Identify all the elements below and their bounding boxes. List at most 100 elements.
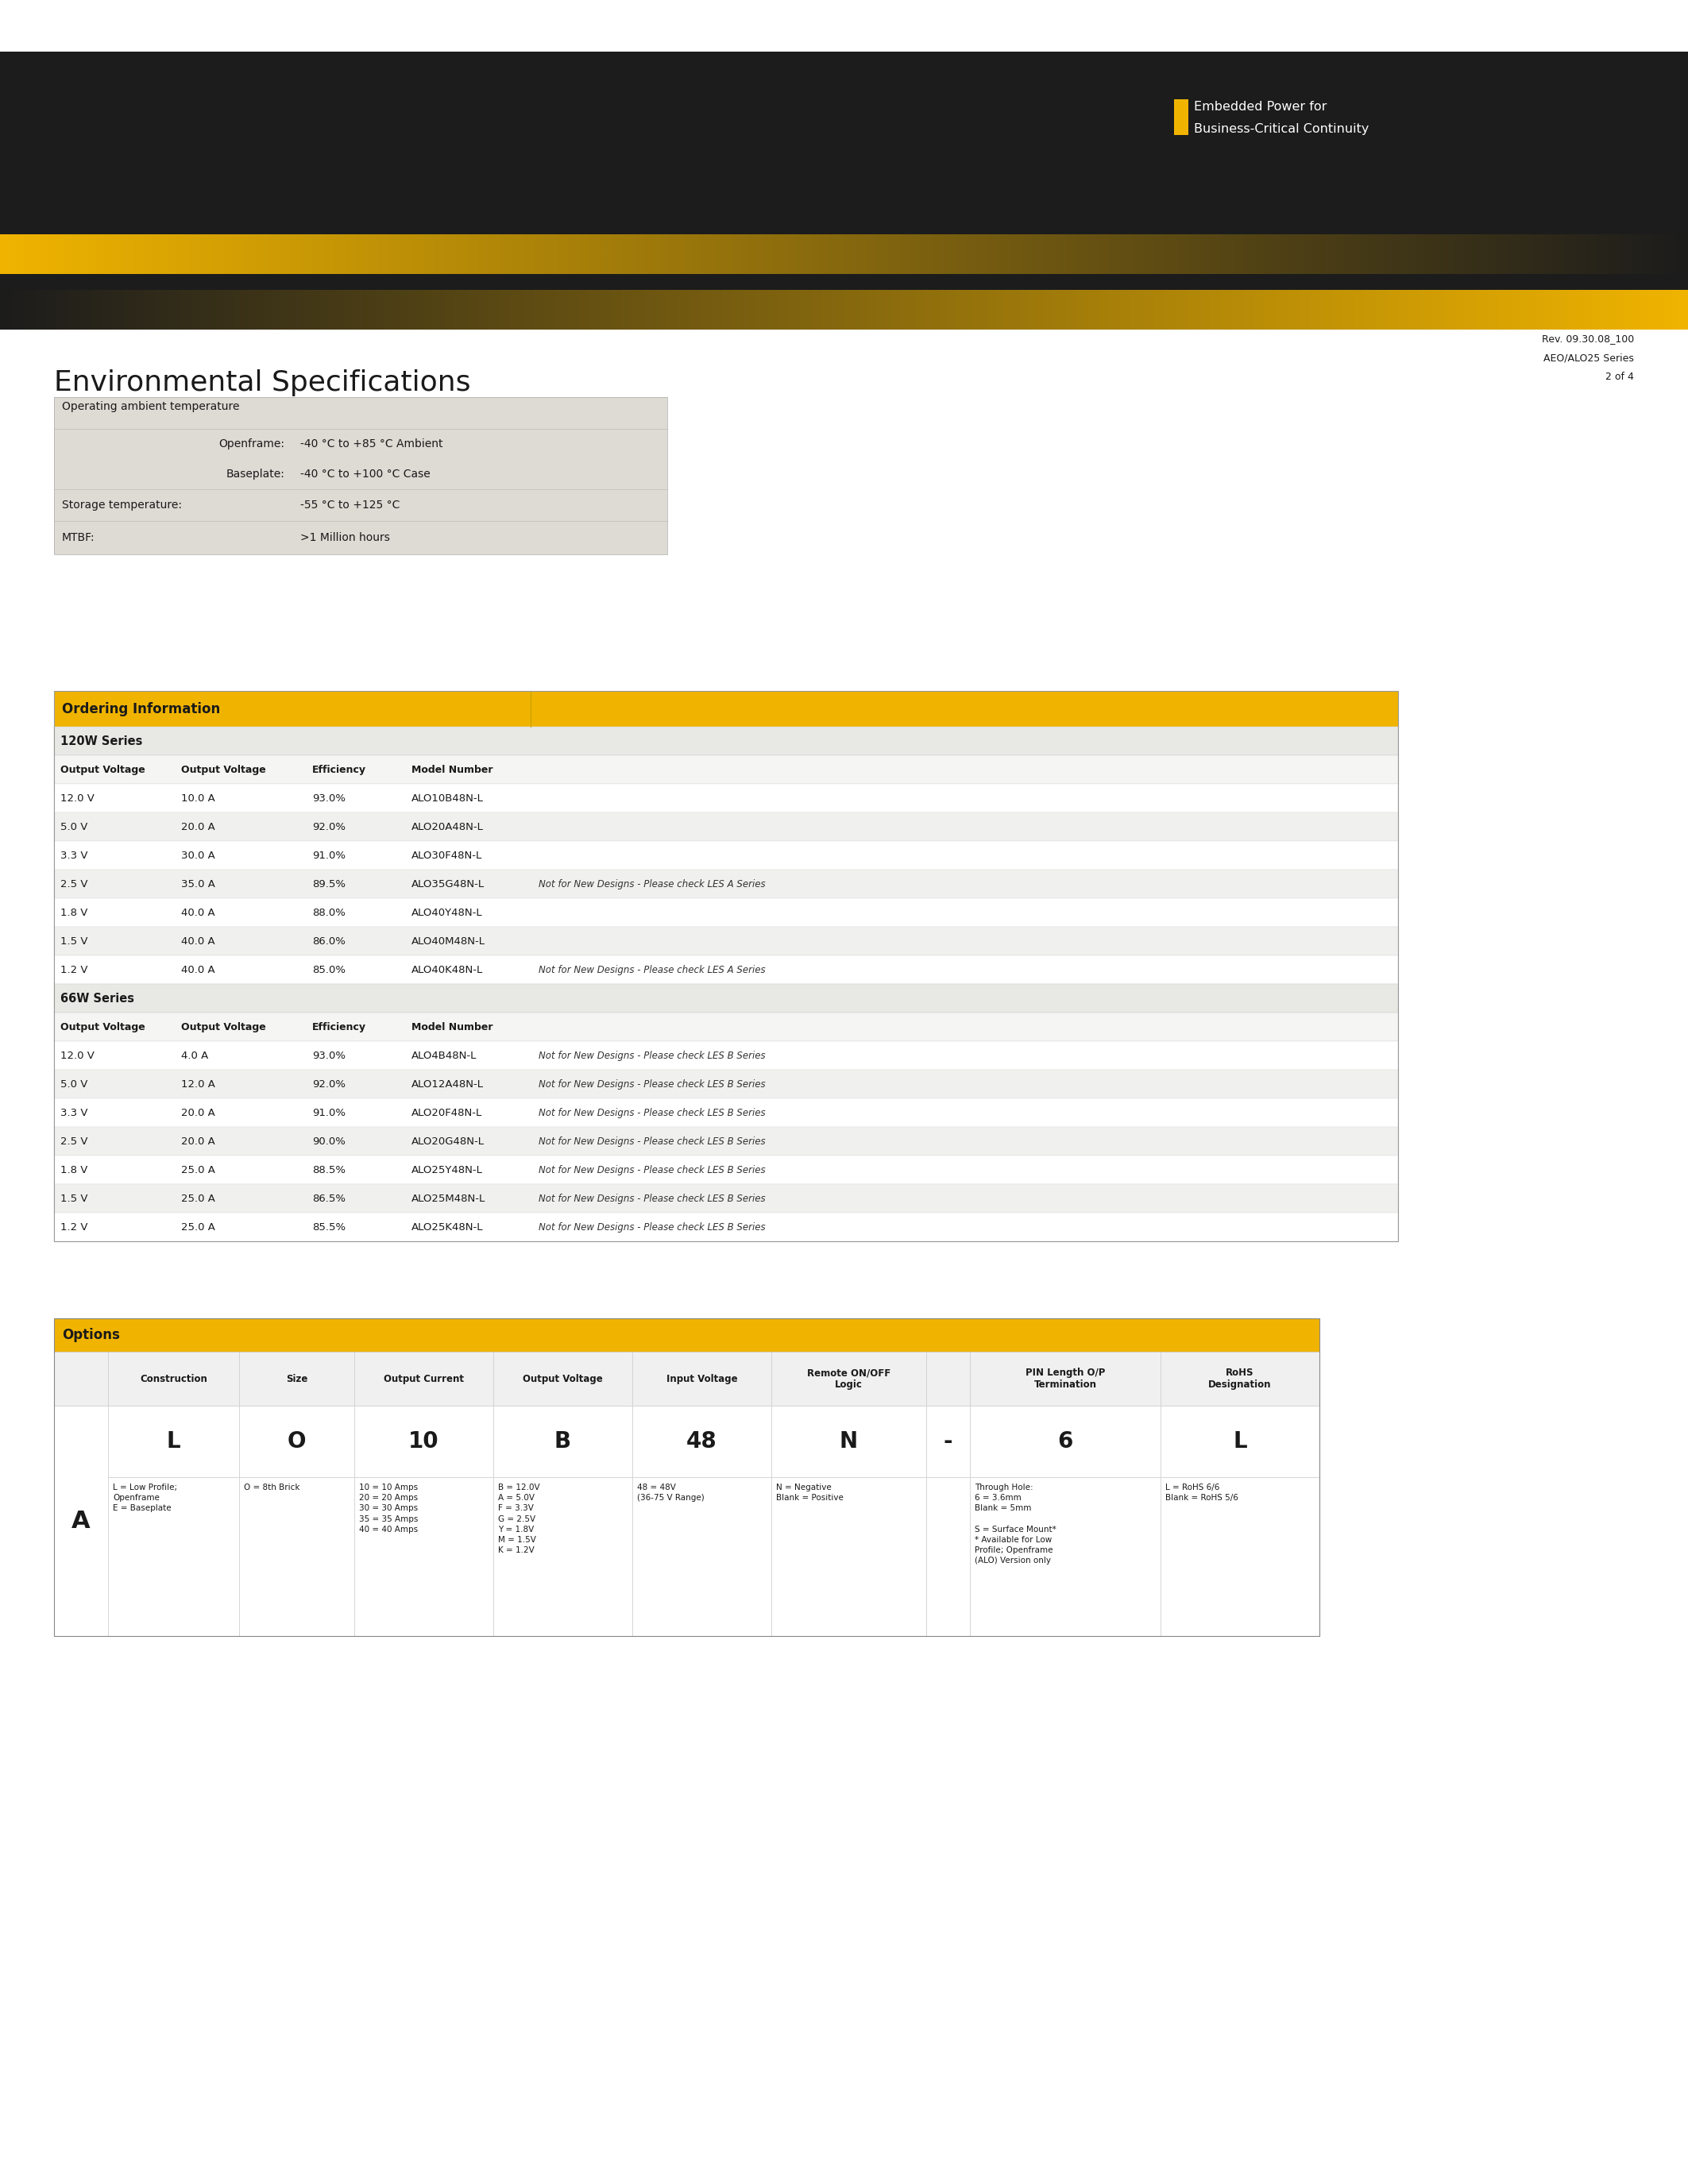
Text: AEO/ALO25 Series: AEO/ALO25 Series — [1543, 352, 1634, 363]
Text: MTBF:: MTBF: — [62, 533, 95, 544]
Bar — [54, 1184, 1398, 1212]
Text: 1.2 V: 1.2 V — [61, 1221, 88, 1232]
Bar — [54, 727, 1398, 756]
Text: 2.5 V: 2.5 V — [61, 878, 88, 889]
Text: Ordering Information: Ordering Information — [62, 701, 219, 716]
Text: Output Voltage: Output Voltage — [61, 764, 145, 775]
Bar — [54, 756, 1398, 784]
Text: Environmental Specifications: Environmental Specifications — [54, 369, 471, 395]
Text: -: - — [944, 1431, 952, 1452]
Text: Construction: Construction — [140, 1374, 208, 1385]
Bar — [771, 1406, 927, 1476]
Text: 2 of 4: 2 of 4 — [1605, 371, 1634, 382]
Text: -40 °C to +100 °C Case: -40 °C to +100 °C Case — [300, 470, 430, 480]
Text: N = Negative
Blank = Positive: N = Negative Blank = Positive — [776, 1483, 844, 1503]
Text: Storage temperature:: Storage temperature: — [62, 500, 182, 511]
Text: 1.8 V: 1.8 V — [61, 906, 88, 917]
Text: 5.0 V: 5.0 V — [61, 821, 88, 832]
Text: B: B — [554, 1431, 571, 1452]
Text: Not for New Designs - Please check LES B Series: Not for New Designs - Please check LES B… — [538, 1107, 765, 1118]
Bar — [0, 273, 1688, 290]
Text: Input Voltage: Input Voltage — [667, 1374, 738, 1385]
Text: Operating ambient temperature: Operating ambient temperature — [62, 402, 240, 413]
Text: 20.0 A: 20.0 A — [181, 1107, 214, 1118]
Text: 93.0%: 93.0% — [312, 1051, 346, 1061]
Bar — [108, 1476, 240, 1636]
Text: 25.0 A: 25.0 A — [181, 1164, 214, 1175]
Text: 40.0 A: 40.0 A — [181, 965, 214, 974]
Text: ALO20F48N-L: ALO20F48N-L — [412, 1107, 483, 1118]
Text: Embedded Power for: Embedded Power for — [1193, 100, 1327, 114]
Text: >1 Million hours: >1 Million hours — [300, 533, 390, 544]
Bar — [1161, 1406, 1320, 1476]
Text: 86.0%: 86.0% — [312, 937, 346, 946]
Text: Output Voltage: Output Voltage — [181, 1022, 267, 1033]
Text: ALO30F48N-L: ALO30F48N-L — [412, 850, 483, 860]
Text: 12.0 A: 12.0 A — [181, 1079, 214, 1090]
Text: 89.5%: 89.5% — [312, 878, 346, 889]
Text: 66W Series: 66W Series — [61, 992, 135, 1005]
Text: ALO12A48N-L: ALO12A48N-L — [412, 1079, 484, 1090]
Text: Not for New Designs - Please check LES B Series: Not for New Designs - Please check LES B… — [538, 1192, 765, 1203]
Text: Baseplate:: Baseplate: — [226, 470, 284, 480]
Bar — [493, 1352, 633, 1406]
Bar — [1175, 98, 1188, 135]
Text: ALO4B48N-L: ALO4B48N-L — [412, 1051, 478, 1061]
Bar — [54, 985, 1398, 1013]
Bar — [54, 926, 1398, 954]
Text: -40 °C to +85 °C Ambient: -40 °C to +85 °C Ambient — [300, 439, 442, 450]
Text: ALO25K48N-L: ALO25K48N-L — [412, 1221, 483, 1232]
Text: 91.0%: 91.0% — [312, 1107, 346, 1118]
Text: Output Voltage: Output Voltage — [523, 1374, 603, 1385]
Text: 3.3 V: 3.3 V — [61, 850, 88, 860]
Text: ALO40M48N-L: ALO40M48N-L — [412, 937, 486, 946]
Text: Output Voltage: Output Voltage — [181, 764, 267, 775]
Text: Not for New Designs - Please check LES A Series: Not for New Designs - Please check LES A… — [538, 965, 765, 974]
Bar — [493, 1406, 633, 1476]
Text: O = 8th Brick: O = 8th Brick — [243, 1483, 300, 1492]
Text: Efficiency: Efficiency — [312, 764, 366, 775]
Bar — [54, 397, 667, 555]
Text: L = RoHS 6/6
Blank = RoHS 5/6: L = RoHS 6/6 Blank = RoHS 5/6 — [1165, 1483, 1239, 1503]
Text: Through Hole:
6 = 3.6mm
Blank = 5mm

S = Surface Mount*
* Available for Low
Prof: Through Hole: 6 = 3.6mm Blank = 5mm S = … — [974, 1483, 1057, 1566]
Bar — [54, 1319, 1320, 1636]
Bar — [54, 1352, 108, 1406]
Text: A: A — [71, 1509, 91, 1533]
Text: ALO35G48N-L: ALO35G48N-L — [412, 878, 484, 889]
Text: 88.0%: 88.0% — [312, 906, 346, 917]
Bar — [633, 1406, 771, 1476]
Text: 88.5%: 88.5% — [312, 1164, 346, 1175]
Text: ALO40Y48N-L: ALO40Y48N-L — [412, 906, 483, 917]
Bar — [54, 690, 1398, 1241]
Text: 10 = 10 Amps
20 = 20 Amps
30 = 30 Amps
35 = 35 Amps
40 = 40 Amps: 10 = 10 Amps 20 = 20 Amps 30 = 30 Amps 3… — [360, 1483, 419, 1533]
Bar — [1161, 1352, 1320, 1406]
Bar — [927, 1406, 971, 1476]
Text: Rev. 09.30.08_100: Rev. 09.30.08_100 — [1541, 334, 1634, 343]
Bar — [54, 1319, 1320, 1352]
Text: B = 12.0V
A = 5.0V
F = 3.3V
G = 2.5V
Y = 1.8V
M = 1.5V
K = 1.2V: B = 12.0V A = 5.0V F = 3.3V G = 2.5V Y =… — [498, 1483, 540, 1555]
Bar — [54, 841, 1398, 869]
Bar — [54, 898, 1398, 926]
Text: ALO10B48N-L: ALO10B48N-L — [412, 793, 484, 804]
Bar — [54, 1127, 1398, 1155]
Text: Business-Critical Continuity: Business-Critical Continuity — [1193, 122, 1369, 135]
Text: Not for New Designs - Please check LES B Series: Not for New Designs - Please check LES B… — [538, 1164, 765, 1175]
Bar — [54, 690, 1398, 727]
Bar — [54, 1212, 1398, 1241]
Bar — [971, 1476, 1161, 1636]
Text: ALO25M48N-L: ALO25M48N-L — [412, 1192, 486, 1203]
Text: 1.8 V: 1.8 V — [61, 1164, 88, 1175]
Text: Efficiency: Efficiency — [312, 1022, 366, 1033]
Bar — [771, 1352, 927, 1406]
Text: 2.5 V: 2.5 V — [61, 1136, 88, 1147]
Text: ALO25Y48N-L: ALO25Y48N-L — [412, 1164, 483, 1175]
Text: 4.0 A: 4.0 A — [181, 1051, 208, 1061]
Bar — [54, 812, 1398, 841]
Text: ALO20G48N-L: ALO20G48N-L — [412, 1136, 484, 1147]
Text: L: L — [1232, 1431, 1247, 1452]
Text: 1.2 V: 1.2 V — [61, 965, 88, 974]
Bar — [493, 1476, 633, 1636]
Bar — [971, 1352, 1161, 1406]
Text: 20.0 A: 20.0 A — [181, 821, 214, 832]
Text: 25.0 A: 25.0 A — [181, 1192, 214, 1203]
